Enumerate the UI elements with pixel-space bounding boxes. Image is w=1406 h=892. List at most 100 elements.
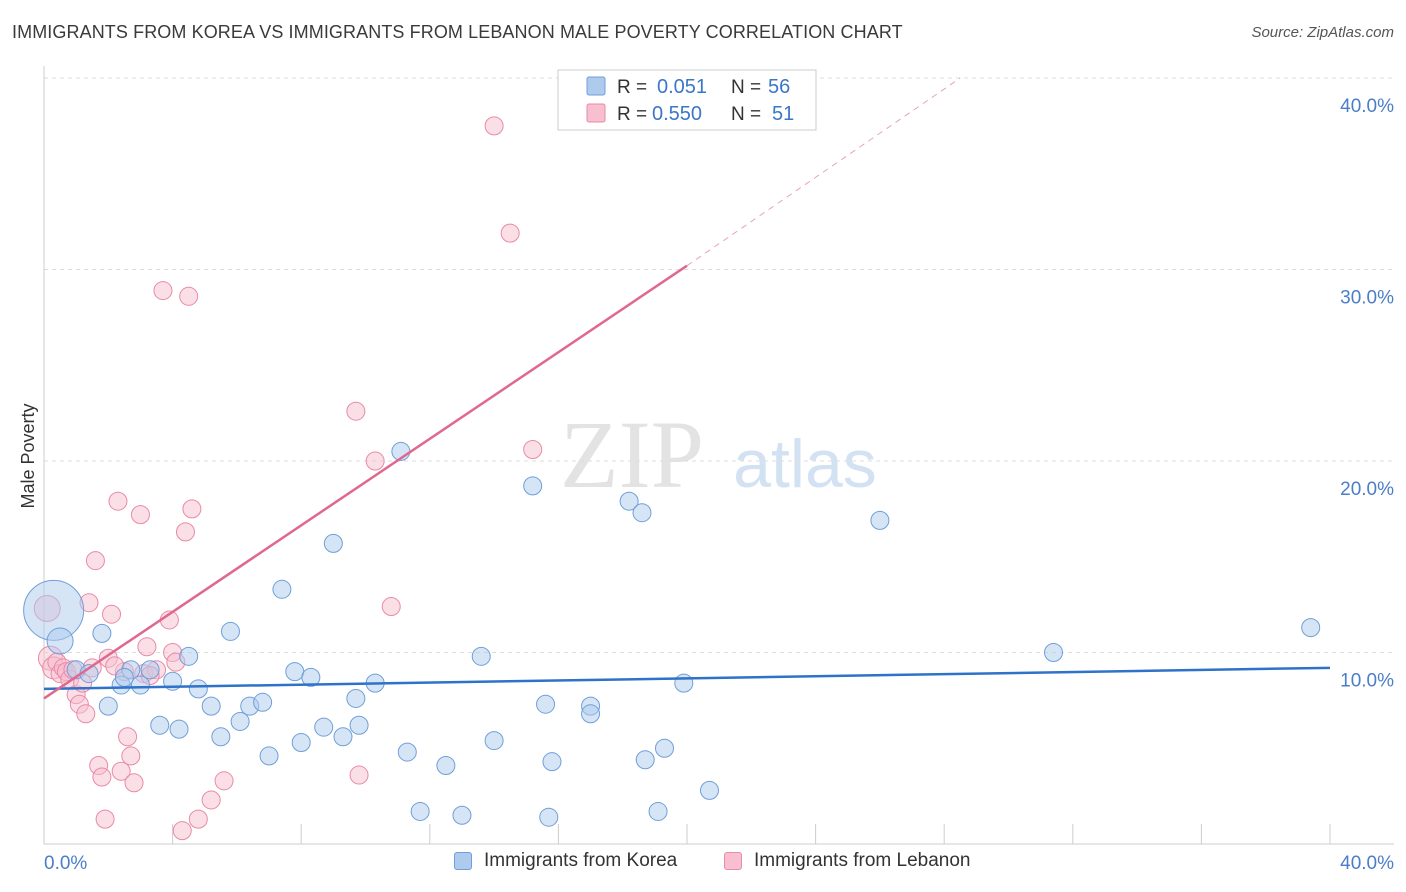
korea-point-14 [188,679,208,699]
chart-title: IMMIGRANTS FROM KOREA VS IMMIGRANTS FROM… [12,22,903,42]
lebanon-points [33,116,543,841]
korea-point-8 [130,675,150,695]
y-tick-label-1: 20.0% [1340,479,1394,500]
lebanon-point-15 [85,551,105,571]
lebanon-point-42 [346,401,366,421]
korea-point-13 [179,646,199,666]
korea-point-41 [542,752,562,772]
legend-korea-r-value: 0.051 [657,76,707,98]
korea-point-49 [654,738,674,758]
korea-point-48 [648,801,668,821]
korea-point-12 [169,719,189,739]
lebanon-point-31 [153,281,173,301]
korea-point-39 [523,476,543,496]
korea-point-10 [150,715,170,735]
korea-point-36 [452,805,472,825]
lebanon-trend-line [43,264,688,700]
lebanon-point-47 [500,223,520,243]
legend-swatch-korea [586,76,606,96]
korea-point-52 [870,510,890,530]
lebanon-point-41 [214,771,234,791]
y-tick-label-0: 10.0% [1340,671,1394,692]
korea-point-20 [253,692,273,712]
korea-point-35 [436,755,456,775]
korea-point-4 [92,623,112,643]
korea-point-55 [114,667,134,687]
lebanon-point-44 [365,451,385,471]
lebanon-point-29 [137,637,157,657]
korea-point-15 [201,696,221,716]
top-legend: R = 0.051 N = 56 R = 0.550 N = 51 [557,69,817,131]
lebanon-point-37 [179,286,199,306]
korea-point-23 [285,662,305,682]
legend-korea-n-label: N = [731,77,761,98]
korea-point-27 [323,533,343,553]
x-tick-label-left: 0.0% [44,853,87,874]
y-tick-label-2: 30.0% [1340,288,1394,309]
korea-point-16 [211,727,231,747]
bottom-legend-korea-label: Immigrants from Korea [484,850,678,871]
korea-point-50 [674,673,694,693]
korea-point-25 [301,667,321,687]
bottom-legend-lebanon-swatch [724,852,742,870]
lebanon-point-43 [349,765,369,785]
korea-point-34 [410,801,430,821]
korea-point-38 [484,731,504,751]
lebanon-point-39 [188,809,208,829]
korea-point-18 [230,711,250,731]
lebanon-point-21 [108,491,128,511]
bottom-legend: Immigrants from Korea Immigrants from Le… [0,850,1406,880]
korea-point-22 [272,579,292,599]
korea-point-5 [98,696,118,716]
lebanon-point-36 [175,522,195,542]
korea-point-21 [259,746,279,766]
watermark-atlas: atlas [733,426,877,502]
lebanon-trend-extension [686,77,961,267]
korea-point-9 [140,660,160,680]
lebanon-point-12 [76,704,96,724]
lebanon-point-22 [111,761,131,781]
korea-point-40 [536,694,556,714]
x-tick-labels: 0.0% 40.0% [44,853,1394,874]
y-axis-label: Male Poverty [18,403,38,508]
bottom-legend-korea: Immigrants from Korea [454,850,677,872]
korea-point-47 [635,750,655,770]
gridlines [44,77,1394,653]
y-tick-label-3: 40.0% [1340,96,1394,117]
lebanon-point-26 [124,773,144,793]
lebanon-point-48 [523,440,543,460]
lebanon-point-18 [95,809,115,829]
watermark-zip: ZIP [560,401,704,508]
x-tick-label-right: 40.0% [1340,853,1394,874]
lebanon-point-17 [92,767,112,787]
korea-point-42 [539,807,559,827]
bottom-legend-korea-swatch [454,852,472,870]
lebanon-point-46 [484,116,504,136]
lebanon-point-38 [182,499,202,519]
korea-point-1 [46,627,74,655]
legend-swatch-lebanon [586,103,606,123]
lebanon-point-27 [130,505,150,525]
legend-korea-n-value: 56 [768,76,790,98]
trend-lines [43,77,1331,700]
korea-point-29 [346,688,366,708]
korea-point-28 [333,727,353,747]
korea-point-54 [1301,618,1321,638]
legend-lebanon-r-label: R = [617,104,647,125]
korea-point-37 [471,646,491,666]
korea-point-33 [397,742,417,762]
korea-point-45 [619,491,639,511]
legend-lebanon-n-value: 51 [772,103,794,125]
bottom-legend-lebanon-label: Immigrants from Lebanon [754,850,971,871]
korea-point-26 [314,717,334,737]
korea-point-30 [349,715,369,735]
lebanon-point-25 [121,746,141,766]
bottom-legend-lebanon: Immigrants from Lebanon [724,850,971,872]
korea-point-17 [220,621,240,641]
lebanon-point-40 [201,790,221,810]
korea-point-24 [291,733,311,753]
lebanon-point-35 [172,821,192,841]
legend-korea-r-label: R = [617,77,647,98]
